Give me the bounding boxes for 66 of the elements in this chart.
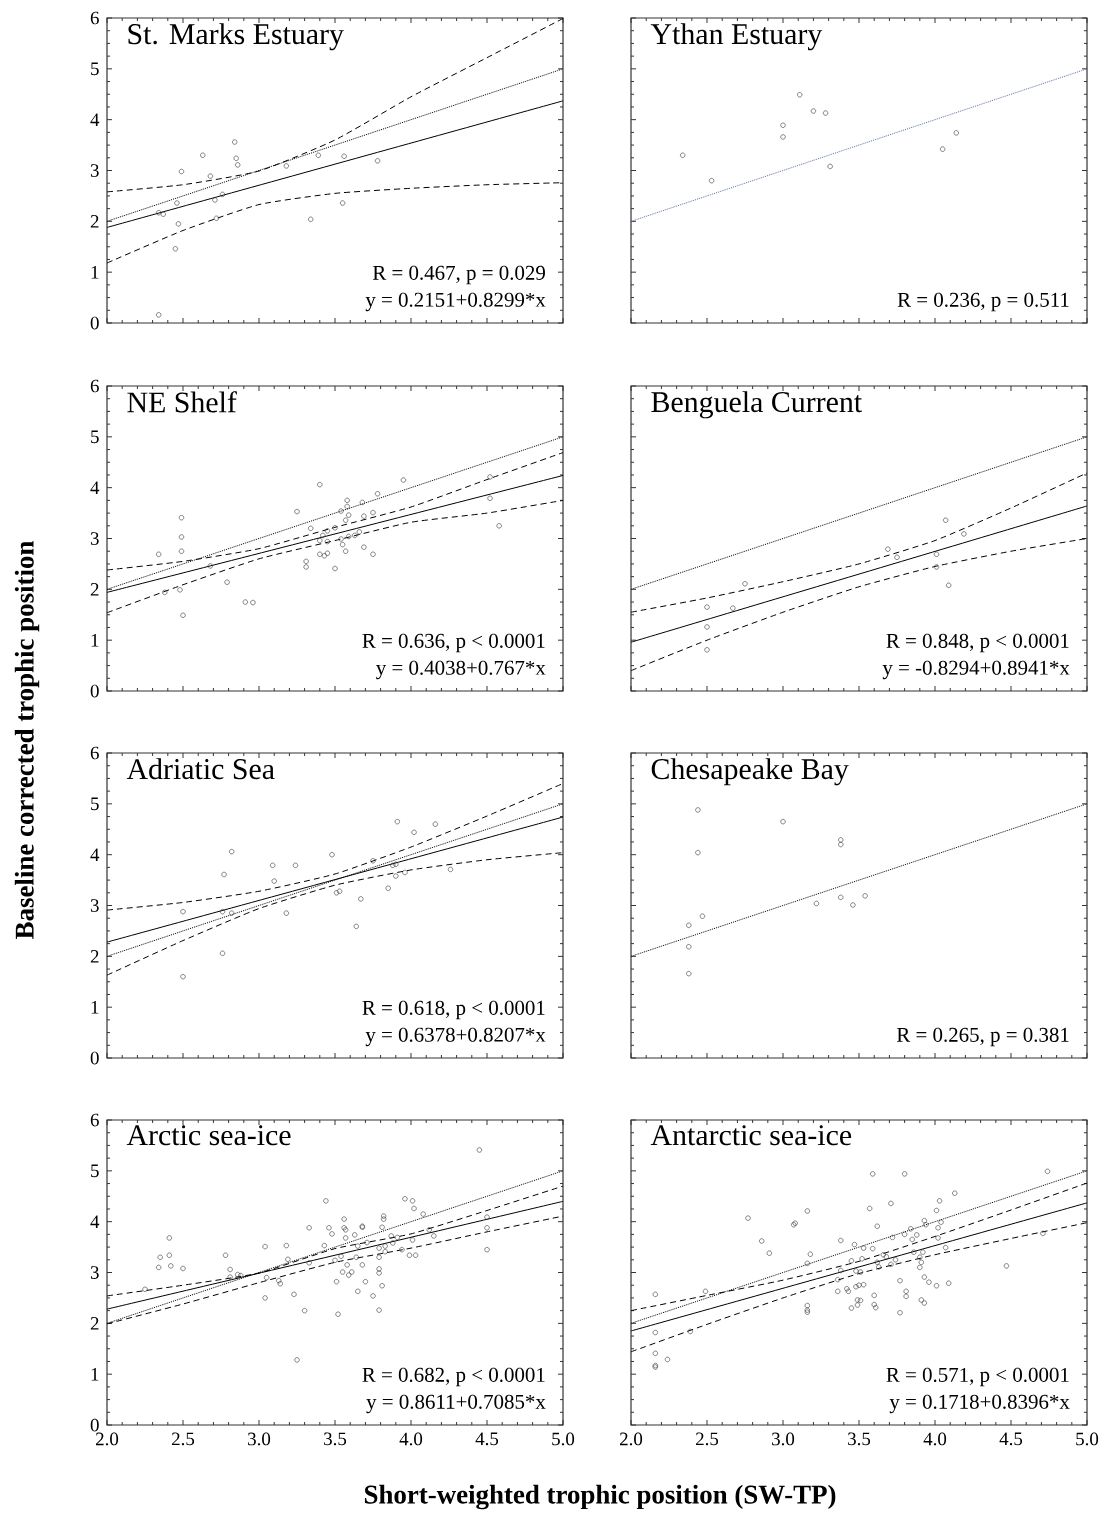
- y-tick-label: 3: [90, 164, 99, 177]
- x-axis-title: Short-weighted trophic position (SW-TP): [364, 1484, 836, 1510]
- y-tick-label: 1: [91, 633, 99, 647]
- x-tick-label: 2.0: [96, 1432, 119, 1446]
- chart-title: Arctic sea-ice: [126, 1125, 291, 1146]
- y-tick-label: 5: [91, 62, 99, 76]
- annotation: y = 0.1718+0.8396*x: [889, 1394, 1070, 1414]
- x-tick-label: 2.5: [172, 1432, 195, 1446]
- y-tick-label: 4: [90, 113, 100, 126]
- y-tick-label: 3: [90, 532, 99, 545]
- y-tick-label: 4: [90, 848, 100, 861]
- y-tick-label: 4: [90, 1215, 100, 1228]
- chart-title: St. Marks Estuary: [128, 23, 344, 51]
- annotation: y = 0.2151+0.8299*x: [365, 292, 546, 312]
- y-tick-label: 2: [90, 1317, 99, 1330]
- y-tick-label: 2: [90, 583, 99, 596]
- annotation: y = 0.6378+0.8207*x: [365, 1027, 546, 1047]
- y-tick-label: 1: [91, 1367, 99, 1381]
- annotation: y = -0.8294+0.8941*x: [882, 660, 1070, 680]
- x-tick-label: 2.0: [620, 1432, 643, 1446]
- y-tick-label: 0: [90, 1051, 99, 1065]
- x-tick-label: 2.5: [696, 1432, 719, 1446]
- x-tick-label: 3.5: [324, 1432, 347, 1446]
- y-tick-label: 5: [91, 797, 99, 811]
- annotation: R = 0.265, p = 0.381: [896, 1027, 1069, 1047]
- y-tick-label: 1: [91, 1000, 99, 1014]
- y-tick-label: 0: [90, 316, 99, 330]
- annotation: y = 0.4038+0.767*x: [376, 660, 546, 680]
- y-tick-label: 0: [90, 684, 99, 698]
- x-tick-label: 3.0: [248, 1432, 271, 1446]
- y-tick-label: 6: [90, 11, 99, 25]
- annotation: R = 0.848, p < 0.0001: [886, 633, 1069, 653]
- y-tick-label: 3: [90, 1266, 99, 1279]
- annotation: R = 0.682, p < 0.0001: [362, 1367, 545, 1387]
- y-tick-label: 0: [90, 1418, 99, 1432]
- x-tick-label: 5.0: [552, 1432, 575, 1446]
- x-tick-label: 4.0: [923, 1432, 947, 1446]
- y-tick-label: 4: [90, 481, 100, 494]
- x-tick-label: 3.5: [848, 1432, 871, 1446]
- annotation: y = 0.8611+0.7085*x: [366, 1394, 546, 1414]
- y-tick-label: 2: [90, 215, 99, 228]
- y-tick-label: 6: [90, 1113, 99, 1127]
- y-axis-title: Baseline corrected trophic position: [14, 541, 40, 939]
- chart-title: Antarctic sea-ice: [650, 1125, 852, 1146]
- y-tick-label: 2: [90, 950, 99, 963]
- chart-title: NE Shelf: [127, 391, 237, 413]
- chart-title: Ythan Estuary: [650, 23, 823, 51]
- y-tick-label: 1: [91, 265, 99, 279]
- annotation: R = 0.618, p < 0.0001: [362, 1000, 545, 1020]
- x-tick-label: 5.0: [1076, 1432, 1099, 1446]
- x-tick-label: 4.5: [999, 1432, 1023, 1446]
- annotation: R = 0.467, p = 0.029: [372, 265, 545, 285]
- y-tick-label: 6: [90, 379, 99, 393]
- x-tick-label: 4.0: [399, 1432, 423, 1446]
- x-tick-label: 3.0: [772, 1432, 795, 1446]
- y-tick-label: 6: [90, 746, 99, 760]
- x-tick-label: 4.5: [475, 1432, 499, 1446]
- chart-title: Benguela Current: [651, 391, 862, 419]
- annotation: R = 0.571, p < 0.0001: [886, 1367, 1069, 1387]
- y-tick-label: 5: [91, 1164, 99, 1178]
- annotation: R = 0.236, p = 0.511: [897, 292, 1069, 312]
- chart-title: Adriatic Sea: [126, 758, 275, 780]
- y-tick-label: 5: [91, 430, 99, 444]
- chart-title: Chesapeake Bay: [651, 758, 849, 786]
- y-tick-label: 3: [90, 899, 99, 912]
- annotation: R = 0.636, p < 0.0001: [362, 633, 545, 653]
